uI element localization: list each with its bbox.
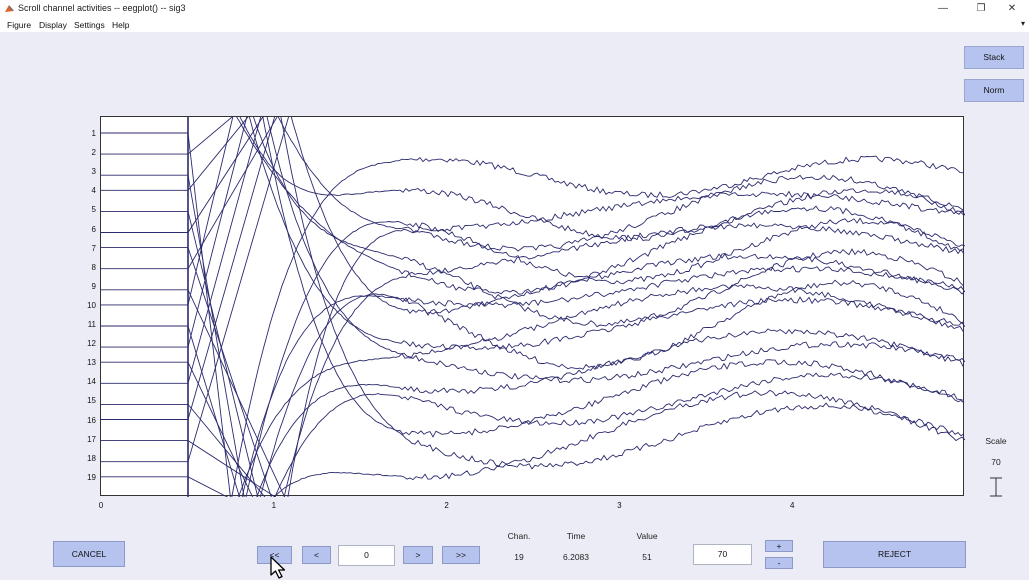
channel-label: 2 <box>91 148 96 158</box>
channel-trace <box>101 117 964 328</box>
matlab-icon <box>5 5 14 12</box>
time-label: Time <box>566 531 586 541</box>
channel-trace <box>101 117 965 438</box>
channel-trace <box>101 117 965 351</box>
scale-minus-button[interactable]: - <box>765 557 793 569</box>
channel-trace <box>101 247 964 497</box>
menu-arrow-icon[interactable]: ▾ <box>1020 19 1025 28</box>
scale-input[interactable]: 70 <box>693 544 752 565</box>
menu-bar: Figure Display Settings Help ▾ <box>0 18 1029 32</box>
mouse-cursor-icon <box>270 556 286 579</box>
channel-trace <box>101 117 965 470</box>
menu-settings[interactable]: Settings <box>74 20 105 30</box>
norm-button[interactable]: Norm <box>964 79 1024 102</box>
channel-trace <box>101 222 965 497</box>
channel-trace <box>101 117 964 420</box>
chan-label: Chan. <box>507 531 531 541</box>
channel-label: 10 <box>87 300 96 310</box>
channel-label: 6 <box>91 224 96 234</box>
channel-trace <box>101 174 965 497</box>
time-tick-label: 2 <box>444 501 449 510</box>
close-button[interactable]: ✕ <box>1007 3 1017 14</box>
cancel-button[interactable]: CANCEL <box>53 541 125 567</box>
prev-page-button[interactable]: < <box>302 546 331 564</box>
channel-trace <box>101 117 965 384</box>
channel-trace <box>101 328 964 497</box>
window-title: Scroll channel activities -- eegplot() -… <box>18 3 186 13</box>
scale-bar-icon <box>990 477 1002 497</box>
value-value: 51 <box>642 552 652 562</box>
channel-trace <box>101 389 965 497</box>
chan-value: 19 <box>514 552 524 562</box>
eeg-plot-area[interactable] <box>100 116 965 497</box>
channel-trace <box>101 117 964 306</box>
title-bar: Scroll channel activities -- eegplot() -… <box>0 0 1029 18</box>
time-tick-label: 4 <box>789 501 795 510</box>
scale-plus-button[interactable]: + <box>765 540 793 552</box>
channel-label: 17 <box>87 434 96 444</box>
menu-figure[interactable]: Figure <box>7 20 32 30</box>
channel-label: 12 <box>87 339 96 349</box>
reject-button[interactable]: REJECT <box>823 541 966 568</box>
channel-label: 13 <box>87 358 96 368</box>
time-tick-label: 3 <box>617 501 622 510</box>
menu-display[interactable]: Display <box>39 20 67 30</box>
channel-trace <box>101 265 965 497</box>
channel-label: 16 <box>87 415 96 425</box>
channel-label: 5 <box>91 205 96 215</box>
time-tick-label: 0 <box>98 501 104 510</box>
channel-label: 3 <box>91 167 96 177</box>
scale-value: 70 <box>991 457 1001 467</box>
eeg-traces <box>101 117 965 497</box>
value-label: Value <box>636 531 658 541</box>
channel-trace <box>101 174 965 497</box>
channel-label: 19 <box>87 472 96 482</box>
channel-label: 8 <box>91 262 96 272</box>
last-page-button[interactable]: >> <box>442 546 480 564</box>
channel-trace <box>101 117 965 242</box>
channel-label: 18 <box>87 453 96 463</box>
channel-label: 14 <box>87 377 96 387</box>
channel-label: 4 <box>91 186 96 196</box>
position-input[interactable]: 0 <box>338 545 395 566</box>
maximize-button[interactable]: ❐ <box>976 3 986 14</box>
channel-label: 7 <box>91 243 96 253</box>
scale-label: Scale <box>985 436 1007 446</box>
channel-label: 11 <box>87 320 96 329</box>
menu-help[interactable]: Help <box>112 20 130 30</box>
channel-label: 15 <box>87 396 96 406</box>
time-tick-label: 1 <box>271 501 277 510</box>
channel-trace <box>101 117 965 463</box>
channel-trace <box>101 284 964 497</box>
channel-label: 1 <box>91 129 96 138</box>
time-value: 6.2083 <box>563 552 589 562</box>
channel-trace <box>101 132 964 497</box>
minimize-button[interactable]: — <box>938 3 948 14</box>
stack-button[interactable]: Stack <box>964 46 1024 69</box>
channel-trace <box>101 210 965 497</box>
channel-label: 9 <box>91 281 96 291</box>
next-page-button[interactable]: > <box>403 546 433 564</box>
